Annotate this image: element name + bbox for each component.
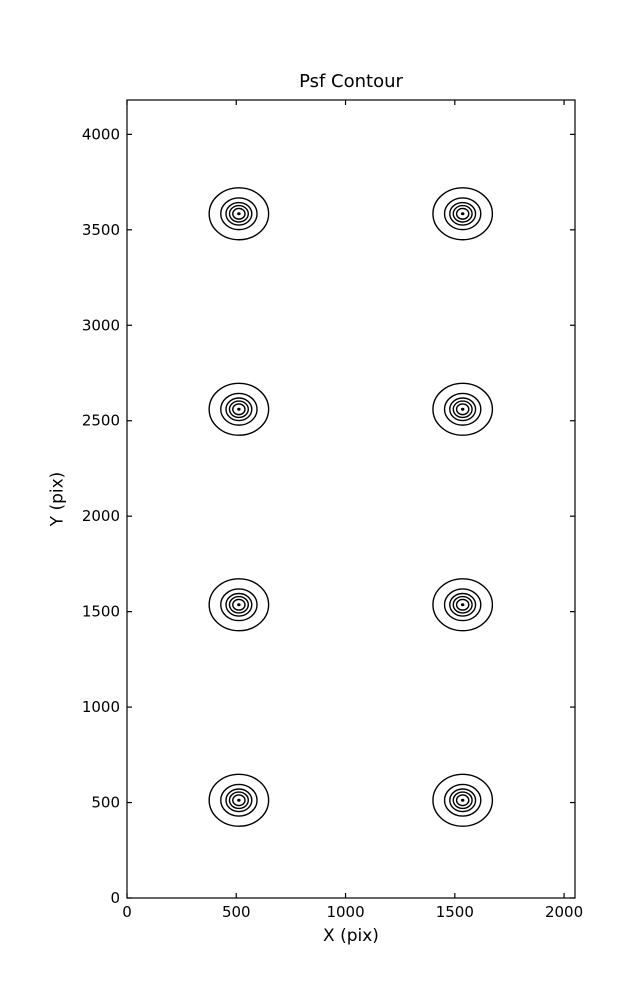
contour-ring <box>225 397 253 422</box>
contour-center-dot <box>237 603 241 607</box>
contour-ring <box>432 187 494 241</box>
y-tick-label: 3500 <box>82 221 120 239</box>
contour-ring <box>443 392 482 426</box>
contour-ring <box>220 588 258 622</box>
contour-ring <box>232 794 246 807</box>
contour-ring <box>220 783 258 817</box>
contour-ring <box>228 204 249 223</box>
chart-title: Psf Contour <box>299 71 403 92</box>
contour-ring <box>220 197 258 231</box>
contour-ring <box>232 598 246 611</box>
contour-ring <box>449 592 477 617</box>
contour-center-dot <box>460 407 465 411</box>
contour-ring <box>455 794 470 807</box>
contour-ring <box>228 595 249 614</box>
contour-center-dot <box>460 603 465 607</box>
contour-ring <box>208 187 270 241</box>
plot-border <box>126 99 576 899</box>
contour-ring <box>225 201 253 226</box>
contour-ring <box>449 397 477 422</box>
contour-ring <box>220 392 258 426</box>
contour-ring <box>432 382 494 436</box>
y-tick-label: 0 <box>110 889 120 907</box>
contour-ring <box>208 578 270 632</box>
x-axis-label: X (pix) <box>323 926 379 946</box>
contour-ring <box>455 207 470 220</box>
contour-ring <box>232 403 246 416</box>
contour-center-dot <box>237 798 241 802</box>
contour-ring <box>452 595 473 614</box>
contour-ring <box>208 382 270 436</box>
contour-ring <box>443 783 482 817</box>
contour-ring <box>208 773 270 827</box>
contour-ring <box>432 578 494 632</box>
contour-center-dot <box>460 798 465 802</box>
contour-ring <box>449 788 477 813</box>
contour-center-dot <box>237 407 241 411</box>
contour-ring <box>455 403 470 416</box>
contour-ring <box>449 201 477 226</box>
contour-ring <box>455 598 470 611</box>
contour-ring <box>452 204 473 223</box>
x-tick-label: 500 <box>222 903 251 921</box>
contour-ring <box>452 791 473 810</box>
contour-ring <box>432 773 494 827</box>
contour-center-dot <box>460 212 465 216</box>
contour-ring <box>443 197 482 231</box>
contour-ring <box>228 400 249 419</box>
x-tick-label: 0 <box>122 903 132 921</box>
y-tick-label: 3000 <box>82 316 120 334</box>
y-tick-label: 1500 <box>82 603 120 621</box>
contour-ring <box>232 207 246 220</box>
x-tick-label: 1000 <box>326 903 364 921</box>
y-tick-label: 500 <box>91 794 120 812</box>
contour-ring <box>443 588 482 622</box>
contour-ring <box>228 791 249 810</box>
y-tick-label: 4000 <box>82 125 120 143</box>
x-tick-label: 2000 <box>545 903 583 921</box>
y-tick-label: 2500 <box>82 412 120 430</box>
y-tick-label: 1000 <box>82 698 120 716</box>
contour-ring <box>225 592 253 617</box>
contour-center-dot <box>237 212 241 216</box>
contour-ring <box>452 400 473 419</box>
contour-ring <box>225 788 253 813</box>
y-tick-label: 2000 <box>82 507 120 525</box>
x-tick-label: 1500 <box>436 903 474 921</box>
